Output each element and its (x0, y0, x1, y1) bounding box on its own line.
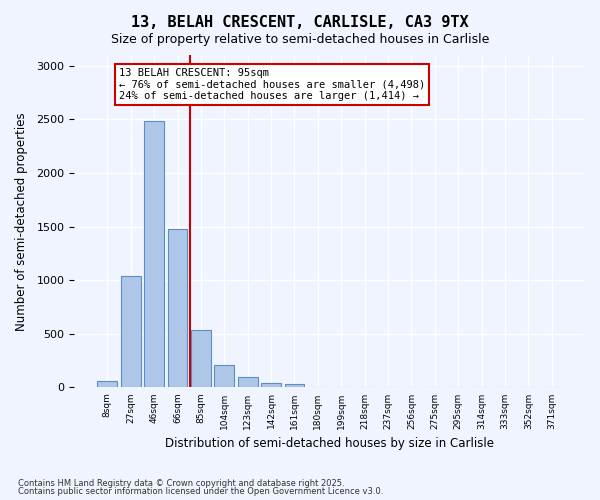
Text: 13, BELAH CRESCENT, CARLISLE, CA3 9TX: 13, BELAH CRESCENT, CARLISLE, CA3 9TX (131, 15, 469, 30)
Text: Contains public sector information licensed under the Open Government Licence v3: Contains public sector information licen… (18, 487, 383, 496)
Bar (121, 276, 140, 388)
Bar (191, 330, 211, 388)
Bar (97, 381, 117, 388)
Bar (214, 365, 234, 388)
Bar (144, 122, 164, 388)
Y-axis label: Number of semi-detached properties: Number of semi-detached properties (15, 112, 28, 330)
X-axis label: Distribution of semi-detached houses by size in Carlisle: Distribution of semi-detached houses by … (165, 437, 494, 450)
Text: Contains HM Land Registry data © Crown copyright and database right 2025.: Contains HM Land Registry data © Crown c… (18, 478, 344, 488)
Bar (284, 384, 304, 388)
Text: 13 BELAH CRESCENT: 95sqm
← 76% of semi-detached houses are smaller (4,498)
24% o: 13 BELAH CRESCENT: 95sqm ← 76% of semi-d… (119, 68, 425, 101)
Bar (238, 376, 257, 388)
Bar (261, 382, 281, 388)
Bar (167, 228, 187, 388)
Text: Size of property relative to semi-detached houses in Carlisle: Size of property relative to semi-detach… (111, 32, 489, 46)
